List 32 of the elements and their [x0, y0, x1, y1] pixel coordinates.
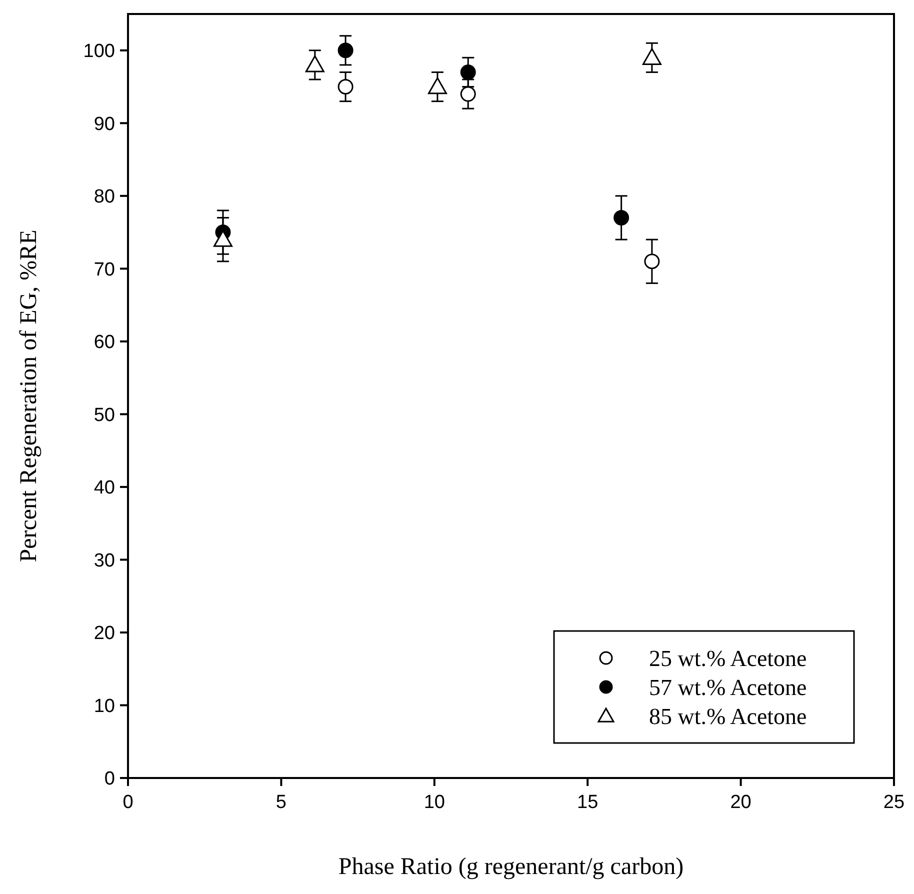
y-tick-label: 30 [94, 550, 115, 572]
point [642, 48, 662, 65]
x-tick-label: 25 [883, 792, 905, 813]
x-tick-label: 10 [424, 792, 445, 813]
point [460, 64, 476, 80]
point [460, 86, 476, 102]
y-tick-label: 0 [104, 768, 115, 790]
legend-label: 85 wt.% Acetone [649, 704, 807, 730]
y-tick-label: 100 [83, 41, 115, 62]
y-tick-label: 80 [94, 186, 115, 208]
y-tick-label: 20 [94, 623, 115, 644]
y-tick-label: 70 [94, 259, 115, 280]
legend-label: 25 wt.% Acetone [649, 646, 807, 672]
legend-label: 57 wt.% Acetone [649, 675, 807, 700]
x-tick-label: 5 [276, 792, 286, 813]
y-tick-label: 60 [94, 332, 115, 354]
point [644, 254, 660, 270]
y-tick-label: 40 [94, 478, 115, 499]
y-axis-title: Percent Regeneration of EG, %RE [16, 230, 42, 562]
point [428, 77, 447, 94]
y-tick-label: 90 [94, 114, 115, 135]
x-tick-label: 15 [577, 792, 598, 813]
y-tick-label: 50 [94, 404, 115, 426]
point [338, 42, 354, 58]
y-tick-label: 10 [94, 696, 115, 717]
x-tick-label: 0 [122, 792, 134, 813]
point [614, 210, 630, 226]
x-tick-label: 20 [730, 792, 752, 813]
point [213, 230, 232, 247]
x-axis-title: Phase Ratio (g regenerant/g carbon) [338, 854, 684, 880]
point [305, 55, 324, 72]
point [338, 79, 354, 95]
